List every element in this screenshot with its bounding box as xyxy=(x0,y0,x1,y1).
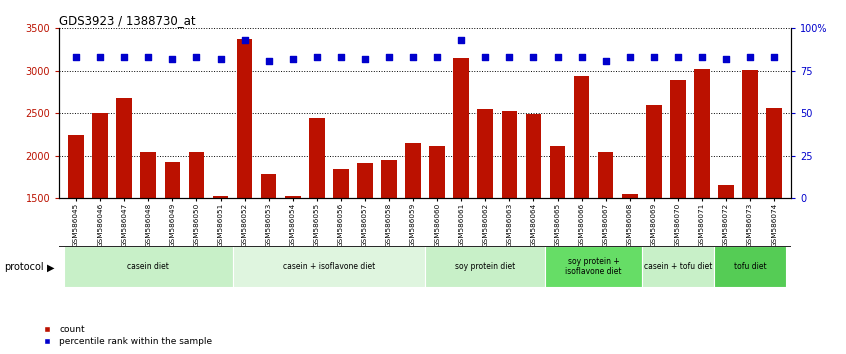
Point xyxy=(382,55,396,60)
Bar xyxy=(261,175,277,326)
Point xyxy=(574,55,588,60)
Point xyxy=(118,55,131,60)
Bar xyxy=(333,169,349,326)
Bar xyxy=(405,143,421,326)
Point xyxy=(141,55,155,60)
Point xyxy=(647,55,661,60)
Text: ▶: ▶ xyxy=(47,262,54,272)
Legend: count, percentile rank within the sample: count, percentile rank within the sample xyxy=(38,325,212,346)
Bar xyxy=(766,108,782,326)
Text: GDS3923 / 1388730_at: GDS3923 / 1388730_at xyxy=(59,14,195,27)
Point xyxy=(358,56,371,62)
Bar xyxy=(429,147,445,326)
Bar xyxy=(233,246,425,287)
Bar xyxy=(309,118,325,326)
Point xyxy=(551,55,564,60)
Bar xyxy=(382,160,397,326)
Point xyxy=(214,56,228,62)
Point xyxy=(238,38,251,43)
Bar xyxy=(718,185,733,326)
Bar xyxy=(622,194,638,326)
Bar xyxy=(425,246,546,287)
Point xyxy=(166,56,179,62)
Bar xyxy=(525,114,541,326)
Bar xyxy=(714,246,786,287)
Point xyxy=(406,55,420,60)
Bar xyxy=(212,196,228,326)
Bar xyxy=(357,162,373,326)
Text: casein + isoflavone diet: casein + isoflavone diet xyxy=(283,262,375,271)
Point xyxy=(431,55,444,60)
Point xyxy=(719,56,733,62)
Point xyxy=(93,55,107,60)
Point xyxy=(334,55,348,60)
Text: protocol: protocol xyxy=(4,262,44,272)
Point xyxy=(310,55,323,60)
Point xyxy=(695,55,709,60)
Text: casein diet: casein diet xyxy=(128,262,169,271)
Text: soy protein diet: soy protein diet xyxy=(455,262,515,271)
Bar xyxy=(477,109,493,326)
Point xyxy=(767,55,781,60)
Bar xyxy=(453,58,469,326)
Point xyxy=(671,55,684,60)
Bar xyxy=(546,246,642,287)
Bar xyxy=(164,162,180,326)
Bar xyxy=(285,196,300,326)
Point xyxy=(69,55,83,60)
Bar xyxy=(237,39,252,326)
Point xyxy=(527,55,541,60)
Point xyxy=(623,55,636,60)
Point xyxy=(479,55,492,60)
Bar xyxy=(646,105,662,326)
Text: casein + tofu diet: casein + tofu diet xyxy=(644,262,712,271)
Bar xyxy=(64,246,233,287)
Bar xyxy=(694,69,710,326)
Bar xyxy=(742,70,758,326)
Point xyxy=(286,56,299,62)
Bar xyxy=(92,113,108,326)
Bar xyxy=(642,246,714,287)
Bar xyxy=(502,111,517,326)
Bar xyxy=(117,98,132,326)
Point xyxy=(190,55,203,60)
Point xyxy=(262,58,276,63)
Bar xyxy=(140,152,157,326)
Bar xyxy=(574,76,590,326)
Bar xyxy=(598,152,613,326)
Text: tofu diet: tofu diet xyxy=(733,262,766,271)
Text: soy protein +
isoflavone diet: soy protein + isoflavone diet xyxy=(565,257,622,276)
Point xyxy=(599,58,613,63)
Bar xyxy=(189,152,204,326)
Point xyxy=(454,38,468,43)
Point xyxy=(503,55,516,60)
Bar xyxy=(69,135,84,326)
Bar xyxy=(670,80,686,326)
Point xyxy=(744,55,757,60)
Bar xyxy=(550,147,565,326)
